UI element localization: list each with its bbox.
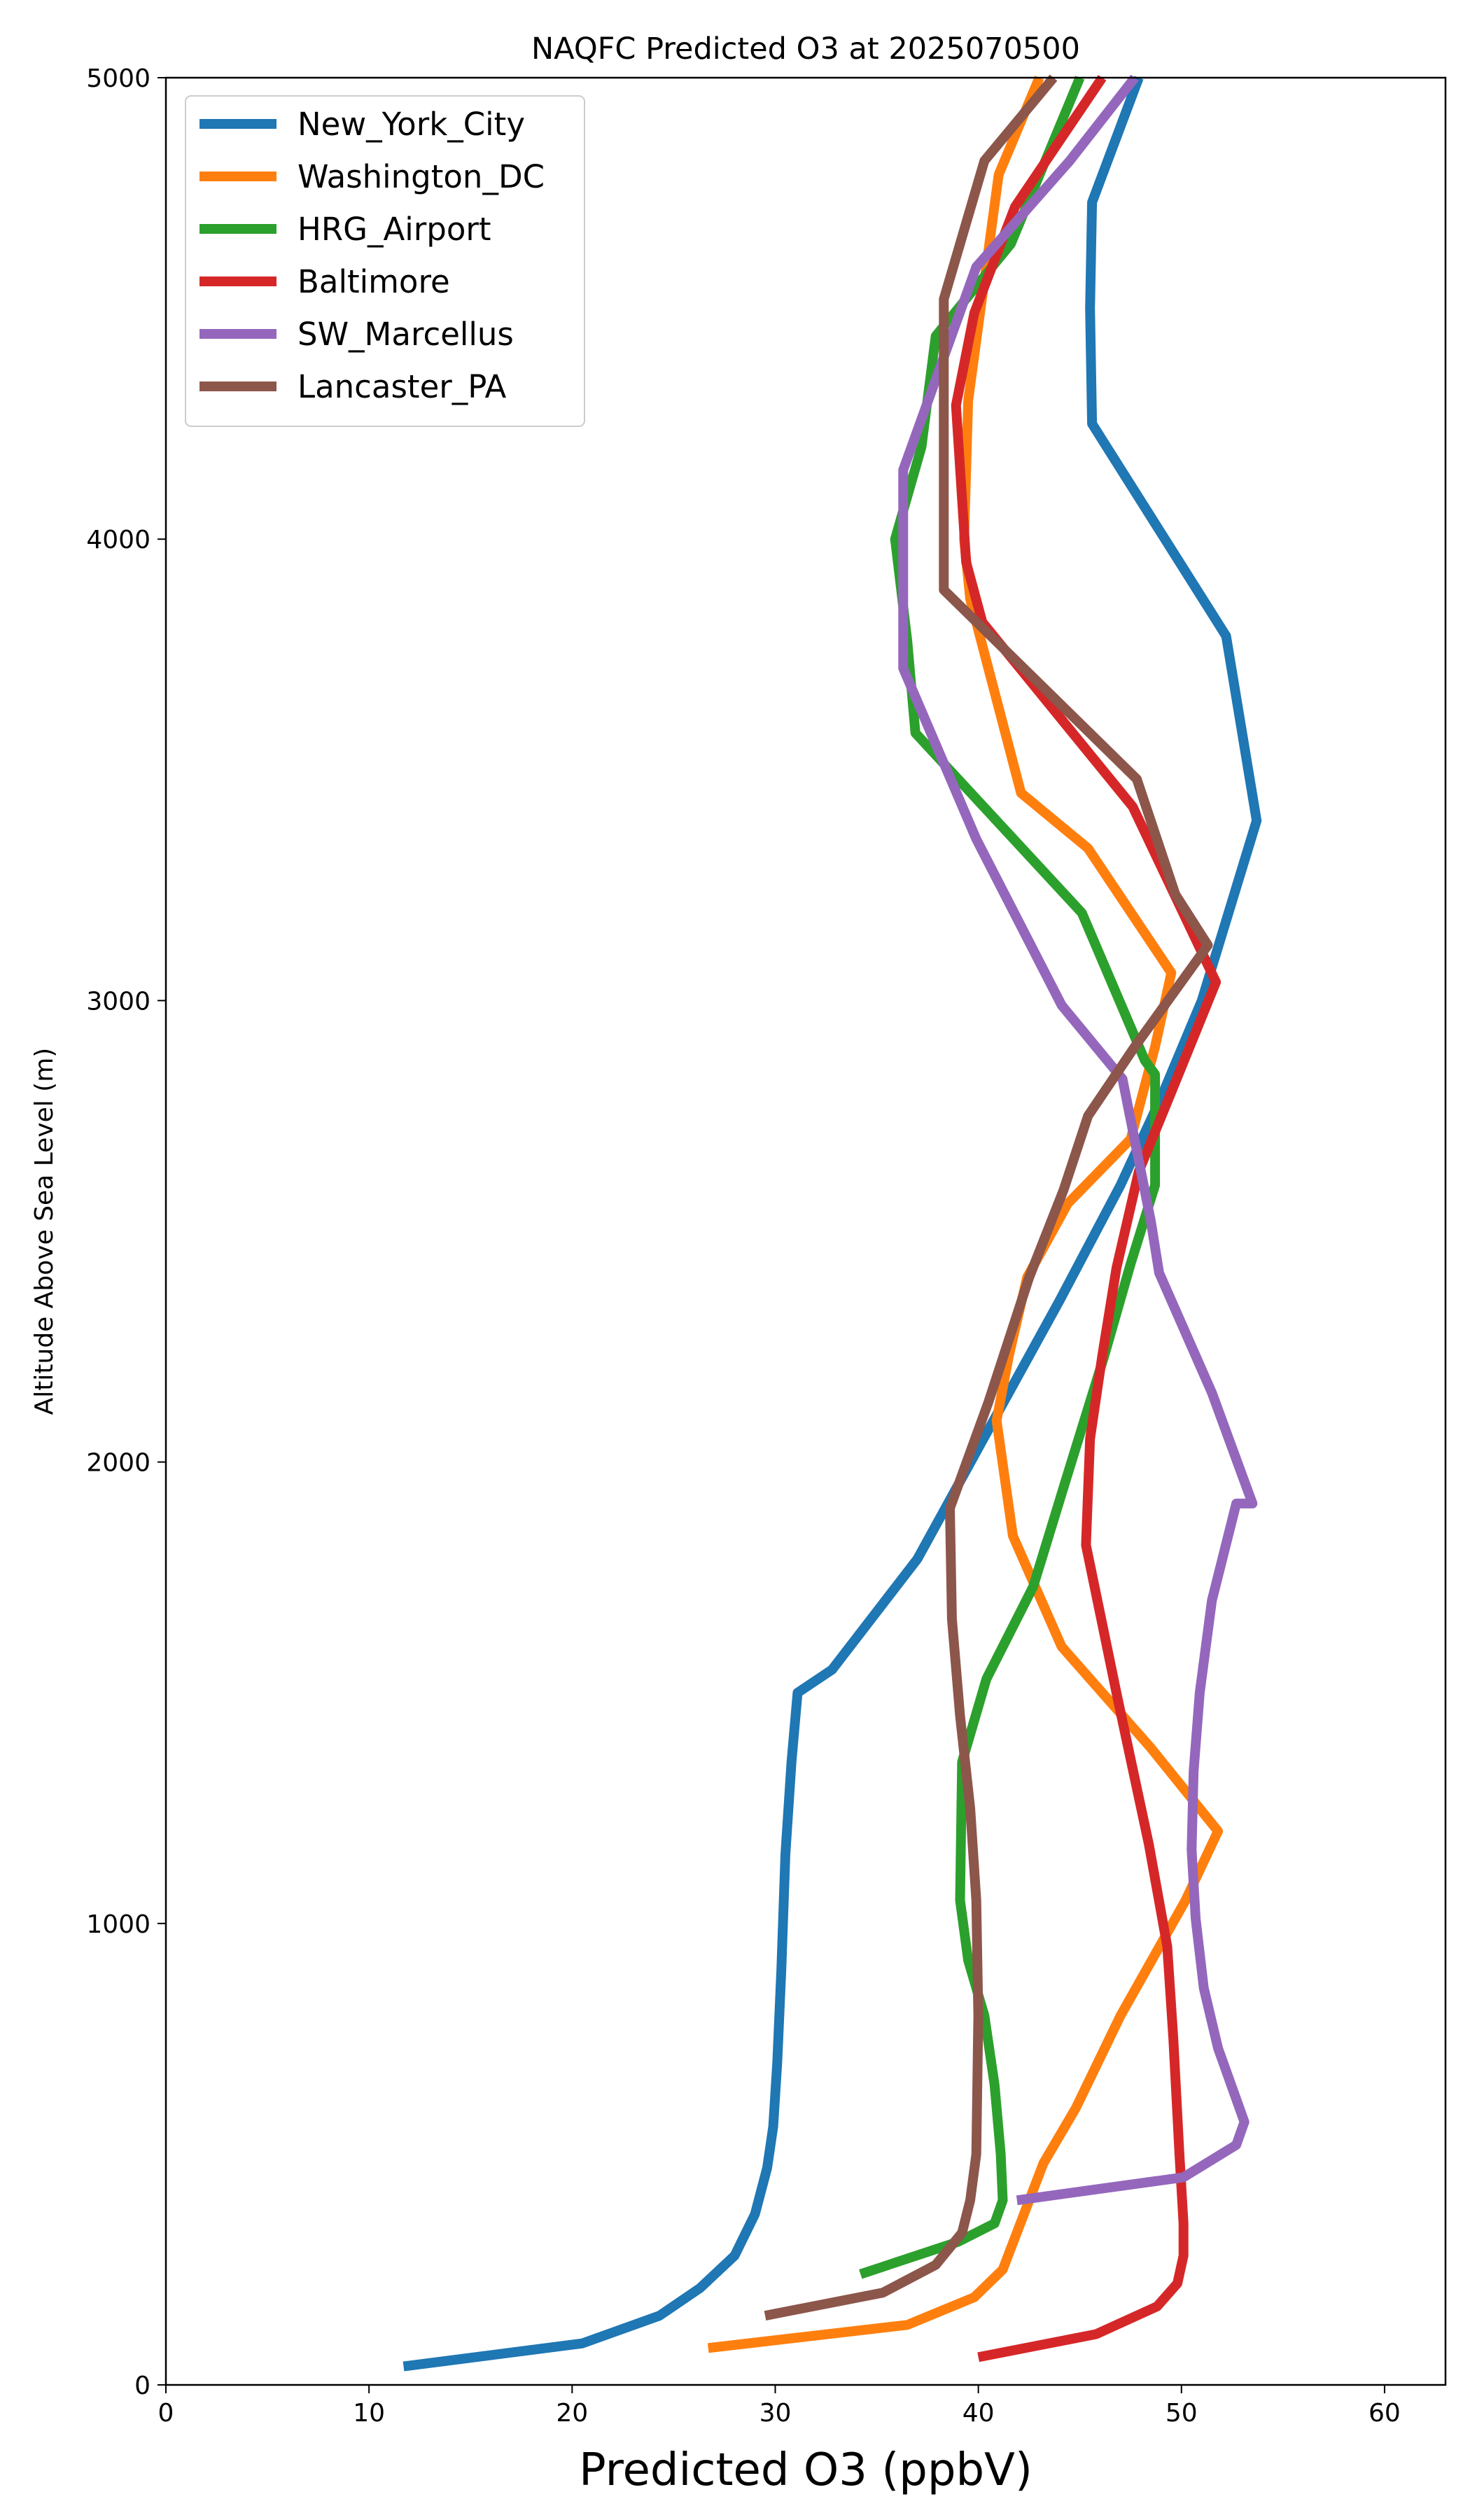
legend-label: Washington_DC (298, 158, 545, 195)
y-tick-label: 1000 (86, 1910, 150, 1939)
x-tick-label: 40 (962, 2399, 995, 2428)
legend-box (185, 95, 585, 427)
legend-label: SW_Marcellus (298, 316, 514, 353)
legend-label: Lancaster_PA (298, 368, 507, 405)
legend: New_York_City Washington_DC HRG_Airport Bal… (185, 95, 585, 427)
series-line-new-york-city (402, 76, 1262, 2372)
series-line-baltimore (951, 75, 1222, 2362)
y-tick-label: 4000 (86, 526, 150, 554)
plot-frame (164, 76, 1447, 2386)
y-axis-label: Altitude Above Sea Level (m) (30, 1048, 59, 1415)
x-tick-label: 30 (760, 2399, 792, 2428)
series-lines (402, 74, 1262, 2372)
y-tick-label: 5000 (86, 64, 150, 93)
legend-label: New_York_City (298, 106, 525, 143)
legend-label: Baltimore (298, 263, 450, 300)
x-axis-ticks: 0 10 20 30 40 50 60 (158, 2385, 1401, 2428)
y-tick-label: 0 (134, 2372, 150, 2400)
series-line-sw-marcellus (898, 74, 1258, 2206)
chart-title: NAQFC Predicted O3 at 2025070500 (531, 31, 1080, 66)
x-tick-label: 0 (158, 2399, 174, 2428)
y-axis-ticks: 0 1000 2000 3000 4000 5000 (86, 64, 166, 2400)
x-tick-label: 60 (1368, 2399, 1401, 2428)
legend-label: HRG_Airport (298, 211, 491, 248)
series-line-lancaster-pa (764, 74, 1213, 2320)
x-axis-label: Predicted O3 (ppbV) (579, 2444, 1032, 2496)
series-line-hrg-airport (859, 76, 1161, 2279)
y-tick-label: 3000 (86, 987, 150, 1016)
y-tick-label: 2000 (86, 1449, 150, 1478)
x-tick-label: 10 (353, 2399, 385, 2428)
x-tick-label: 50 (1166, 2399, 1198, 2428)
x-tick-label: 20 (556, 2399, 588, 2428)
series-line-washington-dc (707, 76, 1223, 2353)
